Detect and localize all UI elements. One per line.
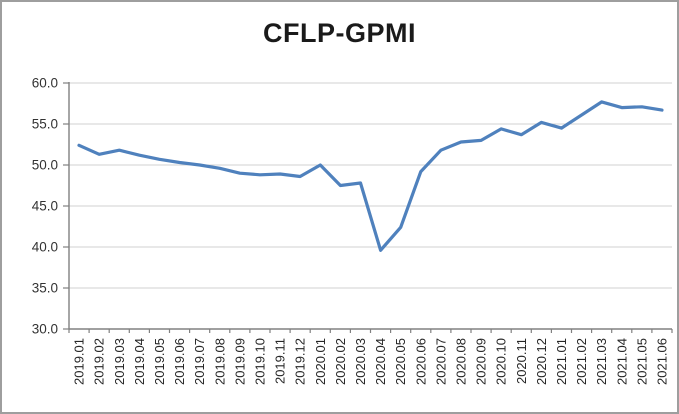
x-axis-tick-label: 2021.03 — [594, 338, 609, 385]
x-axis-tick-label: 2020.10 — [494, 338, 509, 385]
x-axis-tick-label: 2020.06 — [413, 338, 428, 385]
x-axis-tick-label: 2019.06 — [172, 338, 187, 385]
y-axis-tick-label: 30.0 — [32, 322, 58, 337]
x-axis-tick-label: 2020.02 — [333, 338, 348, 385]
series-line — [77, 100, 664, 252]
x-axis-tick-label: 2020.03 — [353, 338, 368, 385]
x-axis-tick-label: 2020.08 — [453, 338, 468, 385]
x-axis-tick-label: 2019.03 — [112, 338, 127, 385]
x-axis-tick-label: 2019.11 — [273, 338, 288, 384]
x-axis-tick-label: 2020.01 — [313, 338, 328, 385]
x-axis-tick-label: 2019.12 — [293, 338, 308, 385]
x-axis-tick-label: 2019.10 — [252, 338, 267, 385]
x-axis-tick-label: 2021.04 — [614, 338, 629, 385]
x-axis-tick-label: 2019.02 — [92, 338, 107, 385]
x-axis-tick-label: 2020.12 — [534, 338, 549, 385]
y-axis-tick-label: 35.0 — [32, 281, 58, 296]
x-axis-tick-label: 2019.07 — [192, 338, 207, 385]
y-axis-tick-label: 45.0 — [32, 199, 58, 214]
x-axis-tick-label: 2020.09 — [474, 338, 489, 385]
x-axis-tick-label: 2020.04 — [373, 338, 388, 385]
x-axis-tick-label: 2019.05 — [152, 338, 167, 385]
x-axis-tick-label: 2021.01 — [554, 338, 569, 385]
x-axis-tick-label: 2021.06 — [654, 338, 669, 385]
y-axis-tick-label: 40.0 — [32, 240, 58, 255]
chart-title: CFLP-GPMI — [263, 18, 416, 48]
x-axis-tick-label: 2021.05 — [634, 338, 649, 385]
x-axis-tick-label: 2019.08 — [212, 338, 227, 385]
y-axis-tick-label: 50.0 — [32, 158, 58, 173]
x-axis-tick-label: 2019.04 — [132, 338, 147, 385]
x-axis-tick-label: 2020.05 — [393, 338, 408, 385]
x-axis-tick-label: 2019.01 — [72, 338, 87, 385]
x-axis-tick-label: 2020.07 — [433, 338, 448, 385]
y-axis-tick-label: 55.0 — [32, 117, 58, 132]
x-axis-tick-label: 2019.09 — [232, 338, 247, 385]
x-axis-tick-label: 2020.11 — [514, 338, 529, 384]
y-axis-tick-label: 60.0 — [32, 76, 58, 91]
x-axis-tick-label: 2021.02 — [574, 338, 589, 385]
